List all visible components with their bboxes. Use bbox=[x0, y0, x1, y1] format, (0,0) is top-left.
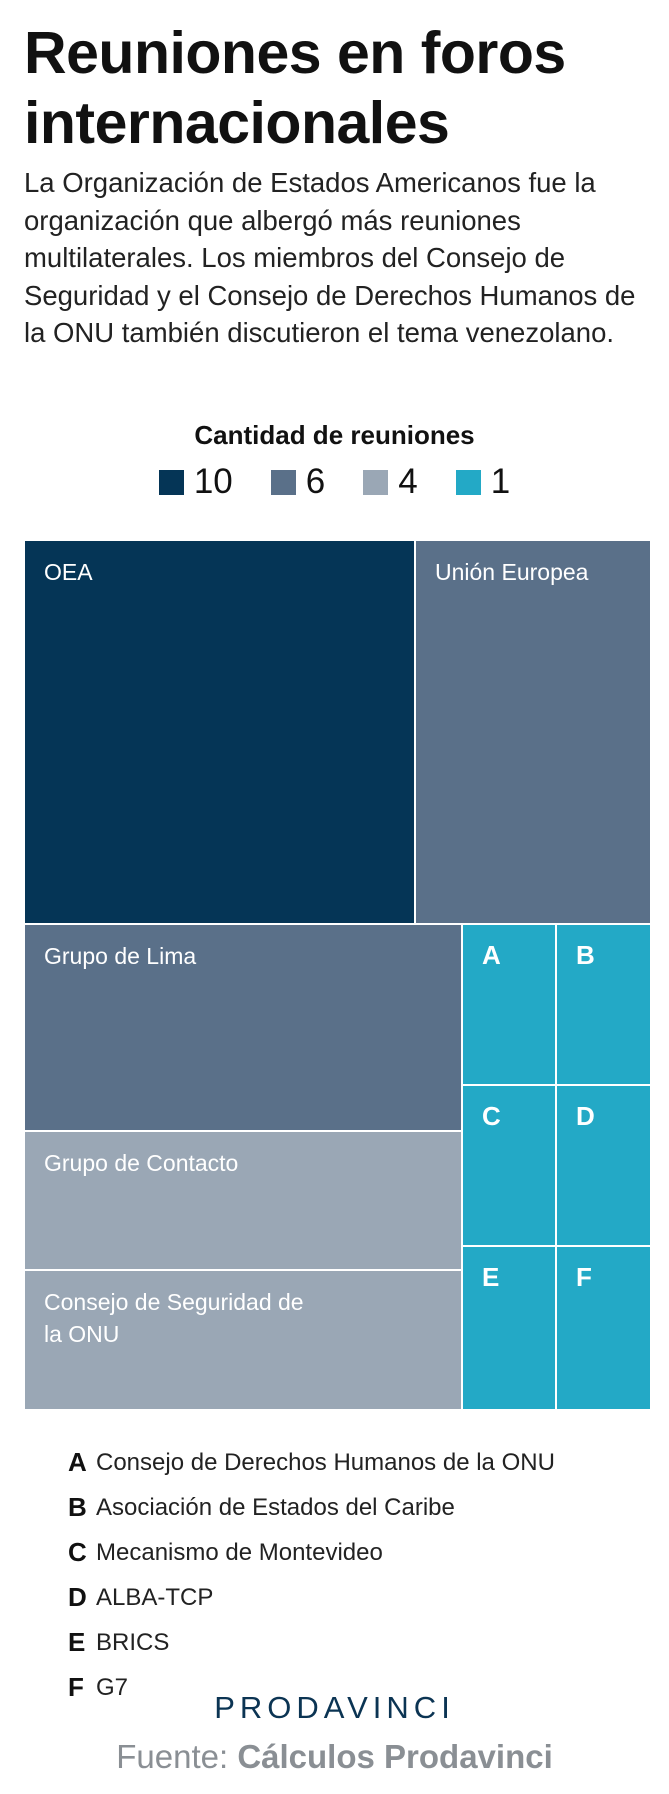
source-name: Cálculos Prodavinci bbox=[237, 1738, 553, 1775]
key-letter-f: F bbox=[68, 1672, 84, 1702]
legend-label-6: 6 bbox=[305, 462, 326, 501]
key-letter-b: B bbox=[68, 1492, 87, 1522]
treemap-cell-oea bbox=[24, 540, 416, 925]
treemap-cell-e bbox=[461, 1245, 557, 1410]
treemap-cell-grupo-de-contacto bbox=[24, 1130, 463, 1271]
treemap-label-union-europea: Unión Europea bbox=[435, 559, 589, 585]
treemap-label-grupo-de-contacto: Grupo de Contacto bbox=[44, 1150, 238, 1176]
source-note: Fuente: Cálculos Prodavinci bbox=[0, 1738, 669, 1776]
key-letter-e: E bbox=[68, 1627, 86, 1657]
treemap-label-d: D bbox=[576, 1101, 595, 1131]
key-name-b: Asociación de Estados del Caribe bbox=[96, 1493, 455, 1521]
treemap-label-c: C bbox=[482, 1101, 501, 1131]
legend-label-10: 10 bbox=[193, 462, 233, 501]
key-letter-c: C bbox=[68, 1537, 87, 1567]
treemap-label-consejo-de-seguridad-de-la-onu: Consejo de Seguridad de la ONU bbox=[44, 1289, 304, 1347]
key-name-e: BRICS bbox=[96, 1628, 170, 1656]
key-item-e: E BRICS bbox=[68, 1620, 555, 1665]
legend-item-1: 1 bbox=[455, 462, 511, 502]
treemap-cell-a bbox=[461, 923, 557, 1086]
legend-swatch-6 bbox=[270, 469, 296, 495]
treemap-cell-d bbox=[555, 1084, 651, 1247]
treemap-label-f: F bbox=[576, 1262, 592, 1292]
legend-item-6: 6 bbox=[270, 462, 326, 502]
treemap-cell-grupo-de-lima bbox=[24, 923, 463, 1132]
key-item-b: B Asociación de Estados del Caribe bbox=[68, 1485, 555, 1530]
key-item-d: D ALBA-TCP bbox=[68, 1575, 555, 1620]
key-name-a: Consejo de Derechos Humanos de la ONU bbox=[96, 1448, 555, 1476]
source-prefix: Fuente: bbox=[116, 1738, 238, 1775]
treemap-label-b: B bbox=[576, 940, 595, 970]
chart-subtitle: La Organización de Estados Americanos fu… bbox=[24, 167, 636, 348]
legend: 10 6 4 1 bbox=[0, 462, 669, 502]
treemap-label-e: E bbox=[482, 1262, 499, 1292]
treemap-cell-f bbox=[555, 1245, 651, 1410]
key-item-f: F G7 bbox=[68, 1665, 555, 1710]
treemap-cell-union-europea bbox=[414, 540, 651, 925]
treemap-cell-c bbox=[461, 1084, 557, 1247]
legend-title: Cantidad de reuniones bbox=[194, 420, 475, 450]
legend-item-10: 10 bbox=[158, 462, 233, 502]
key-letter-d: D bbox=[68, 1582, 87, 1612]
treemap-label-grupo-de-lima: Grupo de Lima bbox=[44, 943, 196, 969]
key-name-d: ALBA-TCP bbox=[96, 1583, 214, 1611]
legend-swatch-1 bbox=[455, 469, 481, 495]
key-letter-a: A bbox=[68, 1447, 87, 1477]
legend-item-4: 4 bbox=[363, 462, 418, 502]
key-list: A Consejo de Derechos Humanos de la ONU B… bbox=[68, 1440, 555, 1710]
chart-title: Reuniones en foros internacionales bbox=[24, 20, 566, 156]
key-item-a: A Consejo de Derechos Humanos de la ONU bbox=[68, 1440, 555, 1485]
treemap-label-oea: OEA bbox=[44, 559, 93, 585]
treemap-cell-b bbox=[555, 923, 651, 1086]
treemap-label-a: A bbox=[482, 940, 501, 970]
key-name-c: Mecanismo de Montevideo bbox=[96, 1538, 383, 1566]
key-name-f: G7 bbox=[96, 1673, 129, 1701]
legend-label-1: 1 bbox=[490, 462, 511, 501]
treemap-chart: OEA Unión Europea Grupo de Lima Grupo de Co… bbox=[24, 540, 651, 1410]
legend-label-4: 4 bbox=[398, 462, 418, 501]
legend-swatch-4 bbox=[363, 469, 389, 495]
key-item-c: C Mecanismo de Montevideo bbox=[68, 1530, 555, 1575]
legend-swatch-10 bbox=[158, 469, 184, 495]
prodavinci-logo: PRODAVINCI bbox=[214, 1690, 455, 1725]
